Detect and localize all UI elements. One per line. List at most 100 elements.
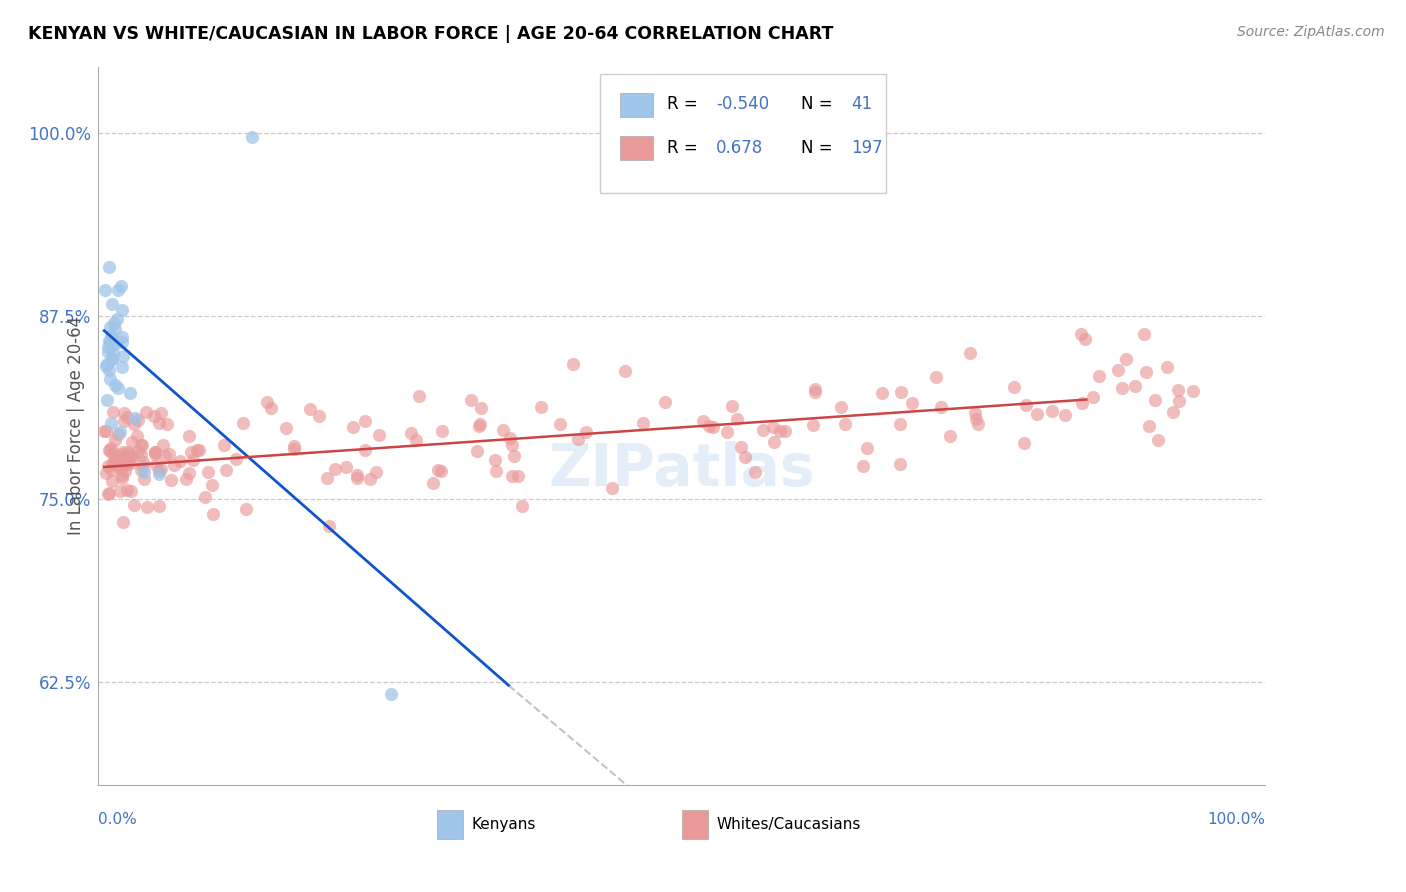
Point [98,320,121,334]
Point [1088,369,1111,384]
Point [924,370,946,384]
Point [96,357,118,371]
Point [188,443,211,458]
Point [121,434,143,449]
Point [506,468,529,483]
Point [134,465,156,479]
Point [143,409,166,423]
Point [654,394,676,409]
Point [730,440,752,454]
Point [115,447,138,461]
Point [939,429,962,443]
Point [101,297,124,311]
Point [98,260,121,274]
Point [100,334,122,349]
Point [354,414,377,428]
Point [240,130,263,145]
Point [929,401,952,415]
Point [112,405,135,419]
Point [117,483,139,497]
Point [131,463,153,477]
Point [762,435,785,450]
Point [112,444,135,458]
Point [232,416,254,430]
Point [148,464,170,478]
Point [111,471,134,485]
Point [120,385,142,400]
Point [101,338,124,352]
Point [856,442,879,456]
Point [773,424,796,438]
Point [143,447,166,461]
Point [97,340,120,354]
Point [364,465,387,479]
Point [1167,383,1189,397]
Point [716,425,738,440]
Point [101,447,124,461]
Point [135,500,157,515]
Point [135,405,157,419]
Point [422,476,444,491]
Point [115,409,138,424]
Point [159,473,181,487]
Point [399,425,422,440]
Point [1135,366,1157,380]
Point [98,486,121,500]
Point [103,316,125,330]
Point [1002,380,1025,394]
Point [298,402,321,417]
Point [1081,390,1104,404]
Point [114,457,136,471]
Point [751,423,773,437]
Point [104,322,127,336]
Point [1144,393,1167,408]
Point [100,457,122,471]
Point [890,385,912,400]
Point [405,433,427,447]
Text: R =: R = [666,139,703,157]
Point [470,401,492,415]
Point [108,461,131,475]
Point [148,417,170,431]
Point [111,455,134,469]
Point [104,336,127,351]
Point [965,412,987,426]
Point [180,445,202,459]
Point [1156,359,1178,374]
Point [548,417,571,431]
Point [101,456,124,470]
Text: KENYAN VS WHITE/CAUCASIAN IN LABOR FORCE | AGE 20-64 CORRELATION CHART: KENYAN VS WHITE/CAUCASIAN IN LABOR FORCE… [28,25,834,43]
Point [323,462,346,476]
Point [103,346,125,360]
Point [600,481,623,495]
Point [353,443,375,458]
Point [114,464,136,478]
Point [1070,327,1092,342]
Point [129,438,152,452]
Point [121,448,143,462]
Point [107,381,129,395]
Text: 0.678: 0.678 [716,139,763,157]
Point [430,465,453,479]
Point [1161,405,1184,419]
Point [143,445,166,459]
Point [111,350,134,364]
Point [131,460,153,475]
Point [804,382,827,396]
Point [104,378,127,392]
Point [174,472,197,486]
Text: -0.540: -0.540 [716,95,769,112]
Point [1074,332,1097,346]
Point [834,417,856,431]
Point [699,419,721,434]
Point [852,459,875,474]
Point [157,447,180,461]
Point [889,417,911,431]
Text: 41: 41 [851,95,872,112]
Point [110,447,132,461]
Point [967,417,990,431]
Point [156,417,179,432]
Point [186,443,208,458]
Point [801,418,824,433]
Point [98,372,121,386]
